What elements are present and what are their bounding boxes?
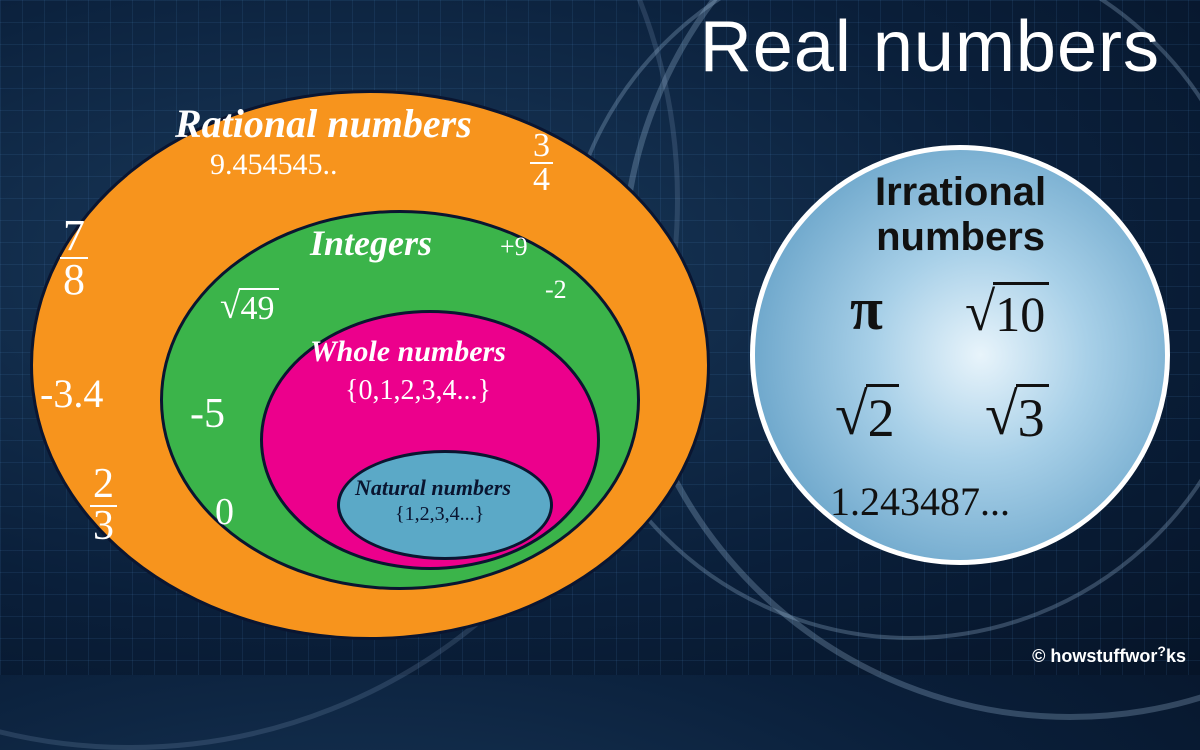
natural-label: Natural numbers [355,475,511,501]
irrational-sqrt3: √3 [985,380,1049,449]
rational-ex-neg34: -3.4 [40,370,103,417]
irrational-label: Irrational numbers [875,170,1046,260]
whole-subset: {0,1,2,3,4...} [345,375,491,407]
integers-label: Integers [310,222,432,264]
rational-ex-2-3: 23 [90,465,117,550]
integers-ex-plus9: +9 [500,232,528,262]
integers-ex-neg2: -2 [545,275,567,305]
integers-ex-zero: 0 [215,490,234,534]
natural-subset: {1,2,3,4...} [395,503,484,526]
rational-ex-3-4: 34 [530,130,553,199]
attribution: © howstuffwor?ks [1032,646,1186,667]
irrational-decimal: 1.243487... [830,478,1010,525]
irrational-sqrt2: √2 [835,380,899,449]
main-title: Real numbers [700,6,1160,88]
irrational-sqrt10: √10 [965,280,1049,343]
integers-ex-sqrt49: √49 [220,285,279,328]
rational-ex-decimal: 9.454545.. [210,148,338,182]
rational-label: Rational numbers [175,100,472,147]
whole-label: Whole numbers [310,335,506,369]
rational-ex-7-8: 78 [60,215,88,305]
integers-ex-neg5: -5 [190,390,225,438]
irrational-pi: π [850,275,883,344]
